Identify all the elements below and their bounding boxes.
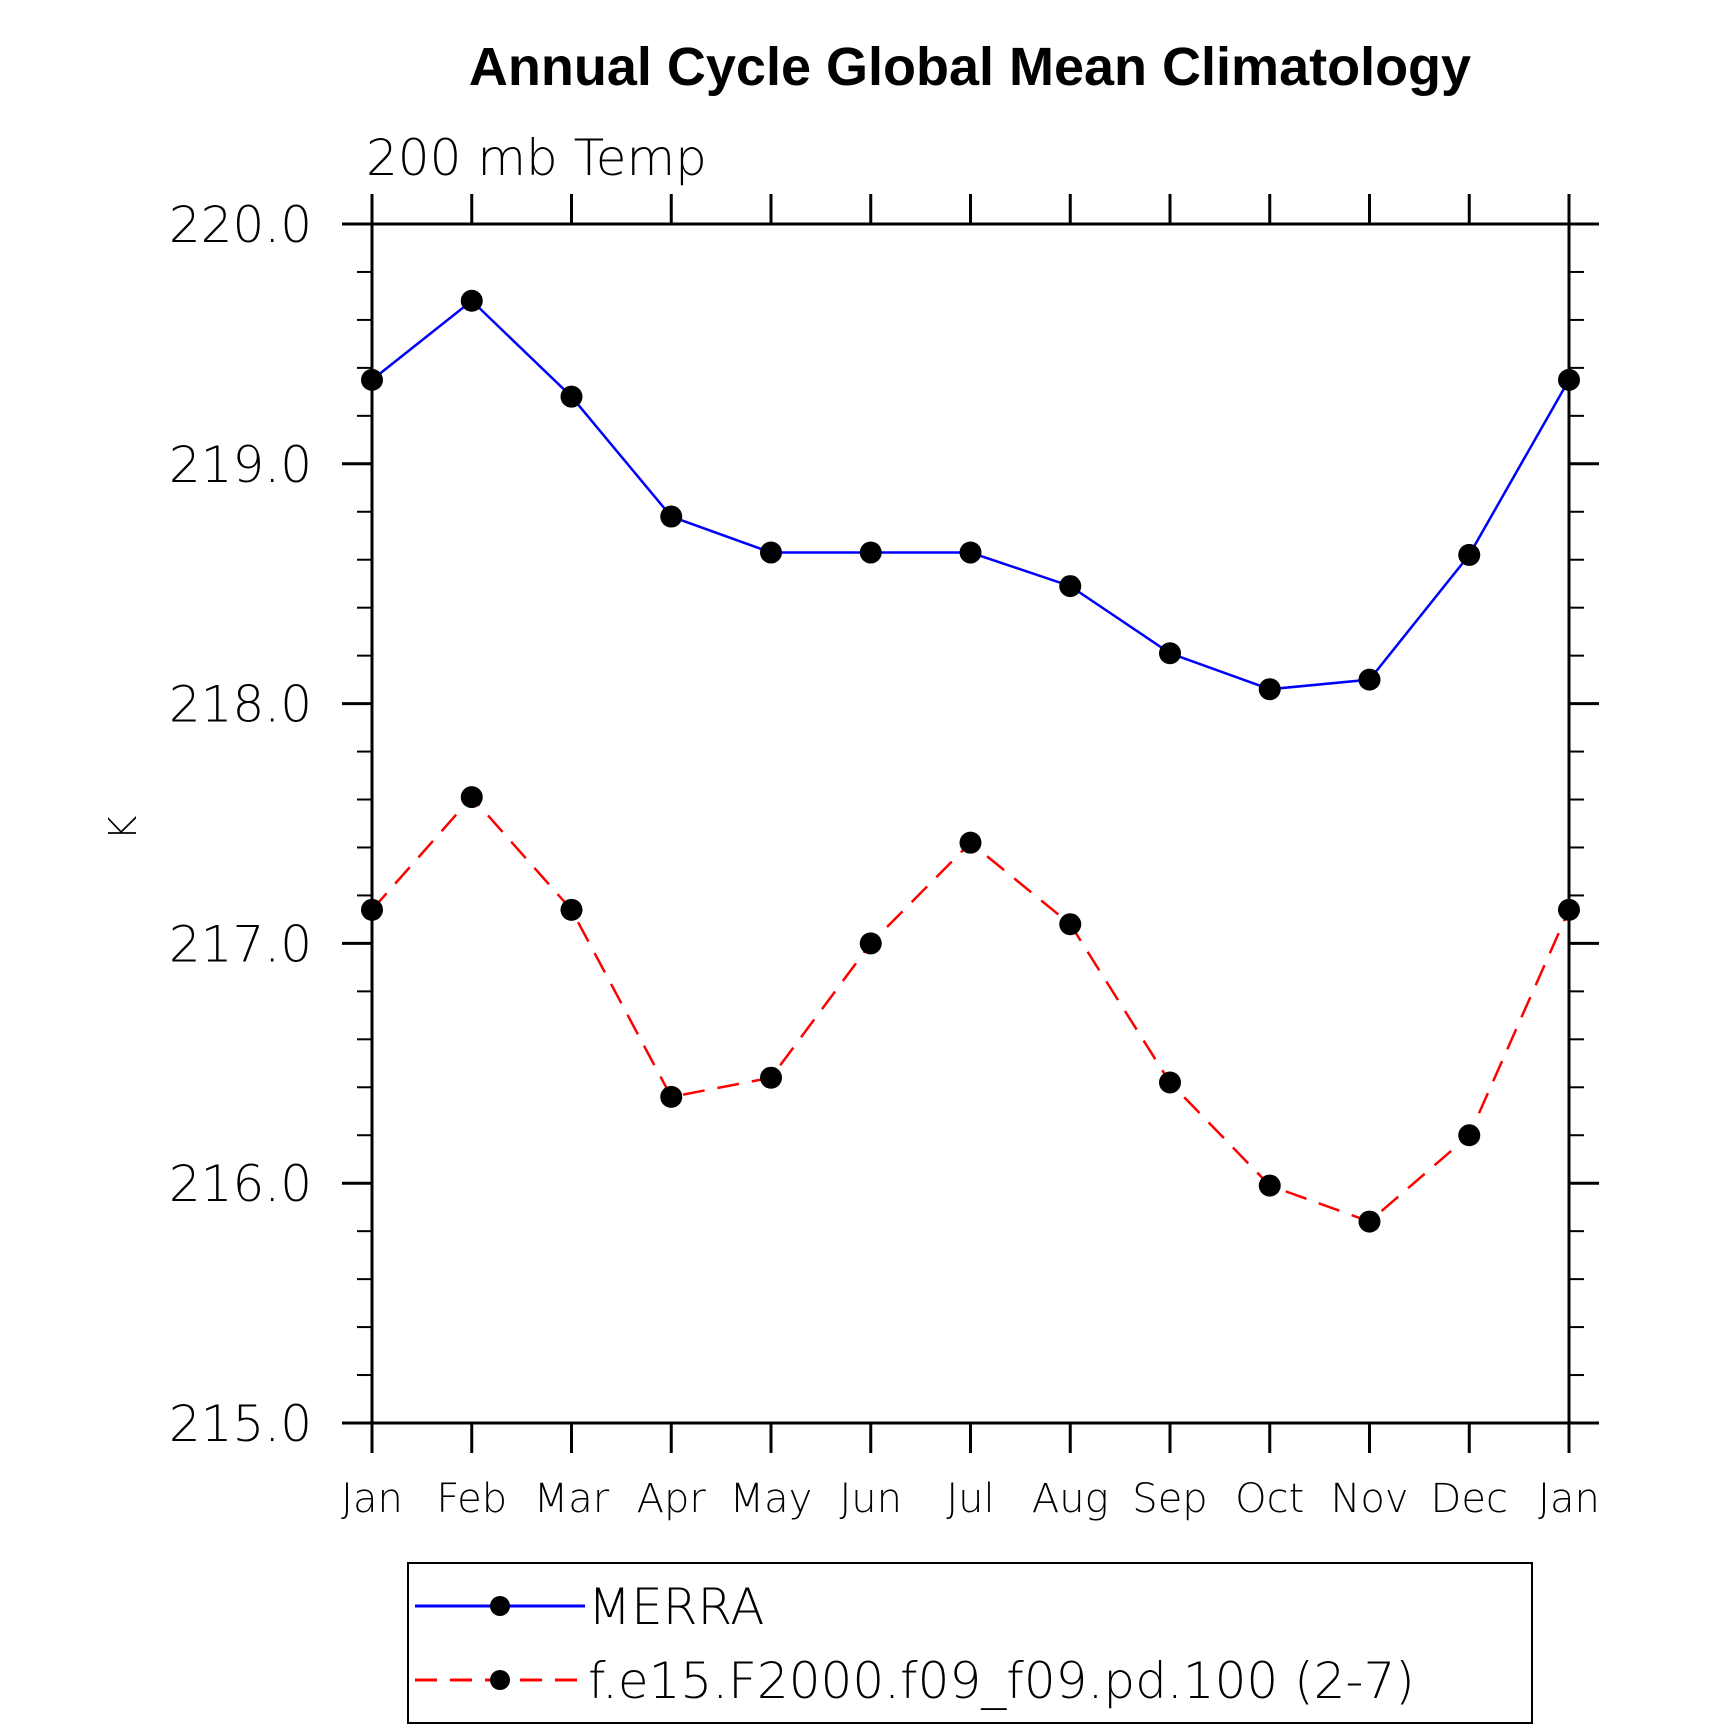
series-0-point (660, 505, 683, 528)
plot-frame (370, 222, 1571, 1425)
series-1-point (660, 1085, 683, 1108)
series-1-point (1558, 898, 1580, 921)
legend: MERRA f.e15.F2000.f09_f09.pd.100 (2-7) (407, 1562, 1533, 1724)
y-tick-labels: 215.0 216.0 217.0 218.0 219.0 220.0 (169, 196, 312, 1453)
x-tick-label: Jun (840, 1476, 903, 1522)
legend-label-model: f.e15.F2000.f09_f09.pd.100 (2-7) (588, 1652, 1415, 1710)
x-tick-label: Jan (1538, 1476, 1600, 1522)
x-tick-label: Apr (637, 1476, 707, 1522)
series-1-point (859, 932, 882, 955)
x-tick-label: Mar (534, 1476, 610, 1522)
y-tick-label: 217.0 (169, 915, 312, 973)
series-1-point (1358, 1210, 1381, 1233)
series-1-point (361, 898, 383, 921)
series-0-point (1358, 668, 1381, 691)
series-0-point (1059, 575, 1082, 598)
chart-title: Annual Cycle Global Mean Climatology (469, 37, 1471, 97)
series-0-point (1258, 678, 1281, 701)
x-tick-label: Oct (1235, 1476, 1304, 1522)
series-0-point (859, 541, 882, 564)
axis-ticks (342, 194, 1599, 1453)
x-tick-label: Jan (341, 1476, 403, 1522)
series-1-point (760, 1066, 782, 1089)
y-axis-label: K (101, 815, 145, 840)
legend-label-merra: MERRA (588, 1578, 764, 1636)
series-1-point (1458, 1124, 1481, 1147)
legend-marker-merra (490, 1596, 510, 1616)
series-0-point (959, 541, 982, 564)
x-tick-labels: Jan Feb Mar Apr May Jun Jul Aug Sep Oct Nov Dec Jan (341, 1476, 1600, 1522)
data-series (361, 289, 1580, 1233)
x-tick-label: Nov (1330, 1476, 1408, 1522)
series-1-point (1159, 1071, 1181, 1094)
series-line-0 (371, 299, 1571, 691)
series-0-point (1159, 642, 1181, 665)
series-line-1 (371, 795, 1571, 1223)
y-tick-label: 219.0 (169, 436, 312, 494)
series-1-point (1059, 913, 1082, 936)
x-tick-label: Jul (946, 1476, 994, 1522)
series-0-point (560, 385, 583, 408)
series-1-point (959, 831, 982, 854)
chart-subtitle: 200 mb Temp (366, 129, 707, 187)
series-1-point (1258, 1174, 1281, 1197)
legend-box (407, 1562, 1533, 1724)
series-1-point (560, 898, 583, 921)
series-0-point (1458, 543, 1481, 566)
series-1-point (460, 786, 483, 809)
series-0-point (361, 368, 383, 391)
y-tick-label: 215.0 (169, 1395, 312, 1453)
legend-marker-model (490, 1670, 510, 1690)
x-tick-label: Feb (436, 1476, 507, 1522)
series-0-point (460, 289, 483, 312)
y-tick-label: 220.0 (169, 196, 312, 254)
y-tick-label: 216.0 (169, 1155, 312, 1213)
y-tick-label: 218.0 (169, 676, 312, 734)
series-0-point (1558, 368, 1580, 391)
series-0-point (760, 541, 782, 564)
x-tick-label: May (730, 1476, 813, 1522)
x-tick-label: Dec (1431, 1476, 1508, 1522)
x-tick-label: Sep (1132, 1476, 1207, 1522)
x-tick-label: Aug (1032, 1476, 1109, 1522)
